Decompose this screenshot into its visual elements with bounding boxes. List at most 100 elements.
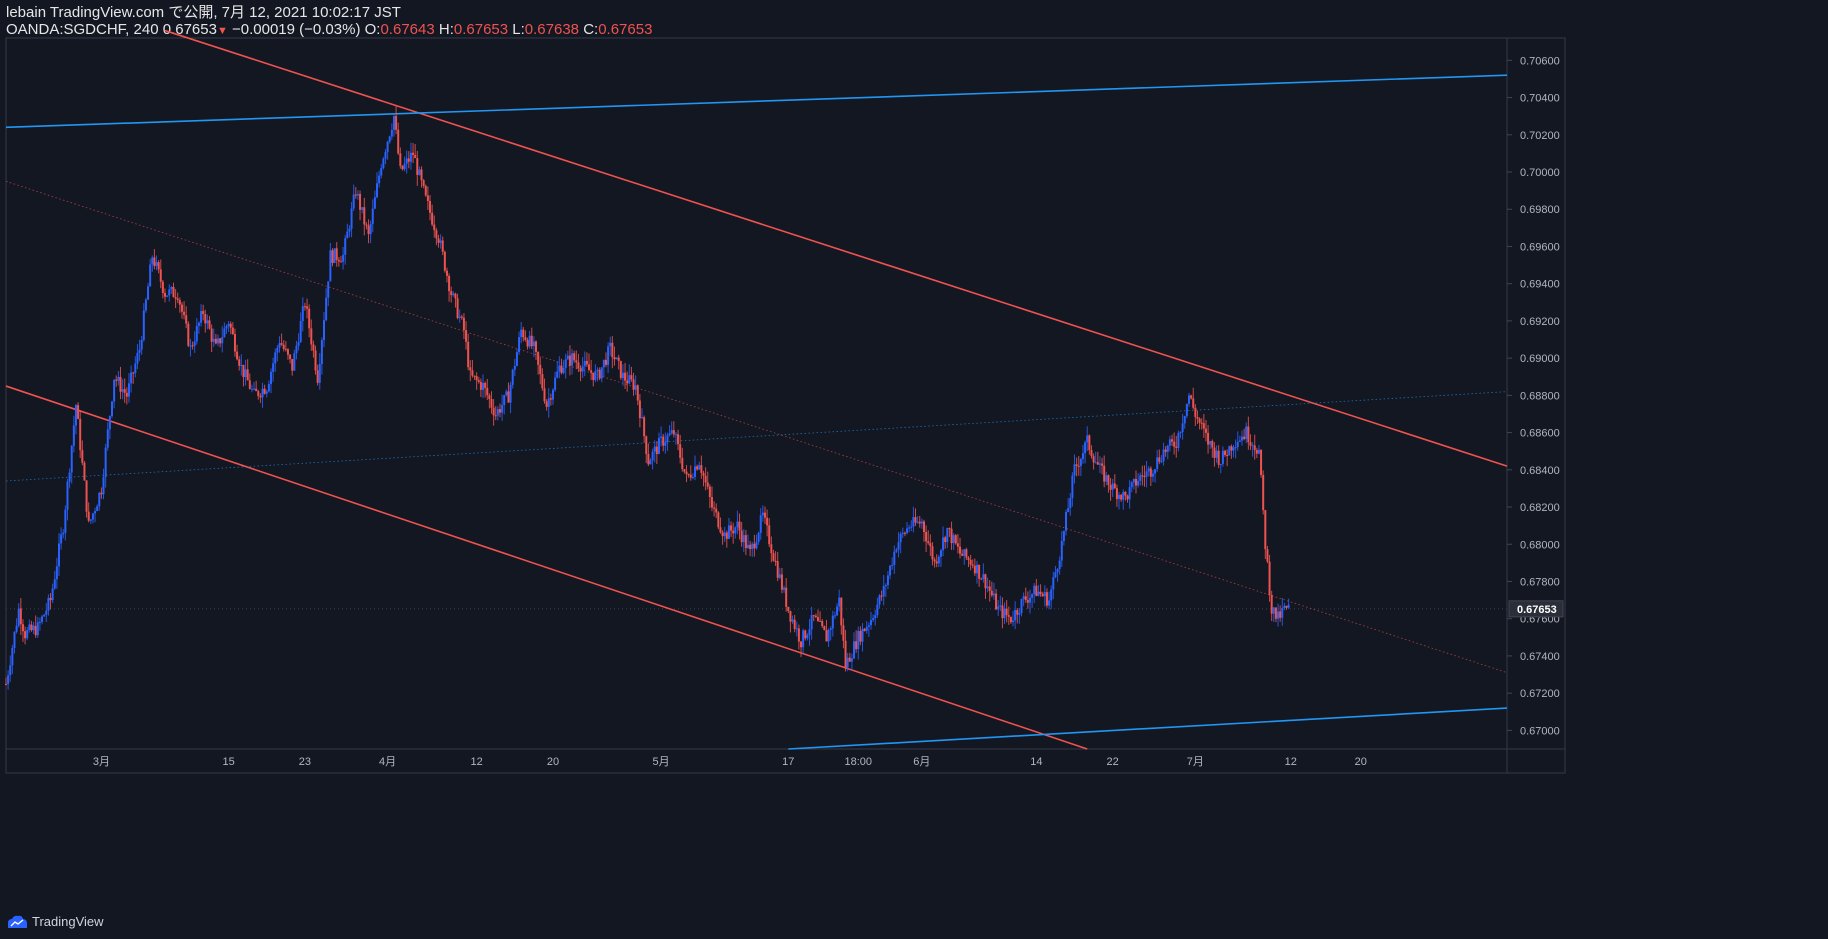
candle-body (286, 349, 289, 355)
candle-body (412, 152, 415, 155)
chart-header: lebain TradingView.com で公開, 7月 12, 2021 … (6, 4, 652, 40)
candle-body (373, 197, 376, 209)
candle-body (1031, 594, 1034, 598)
candle-body (66, 481, 69, 510)
candle-body (278, 343, 281, 348)
candle-body (1255, 450, 1258, 454)
candle-body (821, 621, 824, 627)
candle-body (641, 417, 644, 419)
candle-body (219, 338, 222, 344)
candle-body (891, 564, 894, 566)
candle-body (963, 549, 966, 556)
candle-body (217, 338, 220, 344)
candle-body (789, 611, 792, 622)
candle-body (757, 532, 760, 542)
candle-body (679, 444, 682, 458)
candle-body (458, 316, 461, 319)
candle-body (87, 511, 90, 521)
candle-body (717, 512, 720, 528)
candle-body (1279, 611, 1282, 618)
candle-body (1217, 450, 1220, 465)
candle-body (596, 369, 599, 372)
candle-body (350, 208, 353, 229)
candle-body (293, 353, 296, 371)
candle-body (800, 641, 803, 648)
candle-body (429, 200, 432, 213)
candle-body (314, 350, 317, 371)
candle-body (897, 542, 900, 550)
candle-body (1065, 512, 1068, 531)
candle-body (865, 626, 868, 631)
candle-body (632, 379, 635, 390)
candle-body (893, 551, 896, 565)
candle-body (566, 355, 569, 360)
channel-lower-blue (788, 707, 1508, 750)
candle-body (1134, 478, 1137, 486)
candle-body (1190, 395, 1193, 399)
candle-body (494, 415, 497, 417)
candle-body (68, 472, 71, 482)
symbol-legend: OANDA:SGDCHF, 240 0.67653 ▼ −0.00019 (−0.… (6, 21, 652, 40)
candle-body (509, 384, 512, 403)
candle-body (28, 624, 31, 631)
candle-body (1071, 475, 1074, 499)
time-tick-label: 17 (782, 756, 794, 768)
chart-pane-frame (5, 37, 1566, 774)
candle-body (435, 230, 438, 239)
footer-brand[interactable]: TradingView (6, 914, 104, 929)
candle-body (530, 335, 533, 347)
candle-body (1043, 592, 1046, 597)
candle-body (551, 389, 554, 400)
candle-body (575, 360, 578, 363)
candle-body (946, 528, 949, 543)
candle-body (11, 647, 14, 666)
candle-body (1139, 475, 1142, 481)
candle-body (547, 398, 550, 407)
candle-body (761, 512, 764, 516)
candle-body (588, 364, 591, 371)
candles[interactable] (5, 105, 1290, 690)
candle-body (961, 553, 964, 556)
price-axis[interactable]: 0.70600 0.70400 0.70200 0.70000 0.69800 0.696… (1507, 55, 1564, 737)
candle-body (1033, 585, 1036, 595)
candle-body (1194, 407, 1197, 418)
time-axis[interactable]: 3月 15 23 4月 12 20 5月 17 18:00 6月 14 22 7月 12 20 (93, 756, 1367, 768)
candle-body (1003, 608, 1006, 619)
candle-body (153, 257, 156, 266)
candle-body (942, 537, 945, 551)
candle-body (26, 630, 29, 639)
candle-body (119, 376, 122, 392)
candle-body (825, 630, 828, 642)
candle-body (488, 395, 491, 400)
candle-body (791, 619, 794, 622)
candle-body (950, 528, 953, 544)
candle-body (21, 624, 24, 632)
candle-body (1075, 464, 1078, 466)
candle-body (649, 460, 652, 465)
candle-body (337, 259, 340, 262)
candle-body (685, 471, 688, 475)
candle-body (859, 630, 862, 642)
time-tick-label: 15 (222, 756, 234, 768)
price-tick-label: 0.69800 (1520, 204, 1560, 216)
candle-body (1122, 491, 1125, 500)
symbol-name[interactable]: OANDA:SGDCHF, 240 (6, 21, 159, 38)
candle-body (827, 629, 830, 642)
candle-body (787, 606, 790, 612)
price-tick-label: 0.69600 (1520, 241, 1560, 253)
candle-body (621, 372, 624, 378)
candle-body (532, 341, 535, 347)
candle-body (1120, 494, 1123, 500)
candle-body (556, 371, 559, 378)
candle-body (1175, 446, 1178, 448)
candle-body (613, 357, 616, 360)
candle-body (984, 574, 987, 589)
candle-body (43, 614, 46, 617)
time-tick-label: 6月 (913, 756, 930, 768)
price-tick-label: 0.69400 (1520, 279, 1560, 291)
candle-body (185, 315, 188, 324)
candle-body (32, 625, 35, 631)
candle-body (469, 367, 472, 371)
candle-body (242, 364, 245, 378)
